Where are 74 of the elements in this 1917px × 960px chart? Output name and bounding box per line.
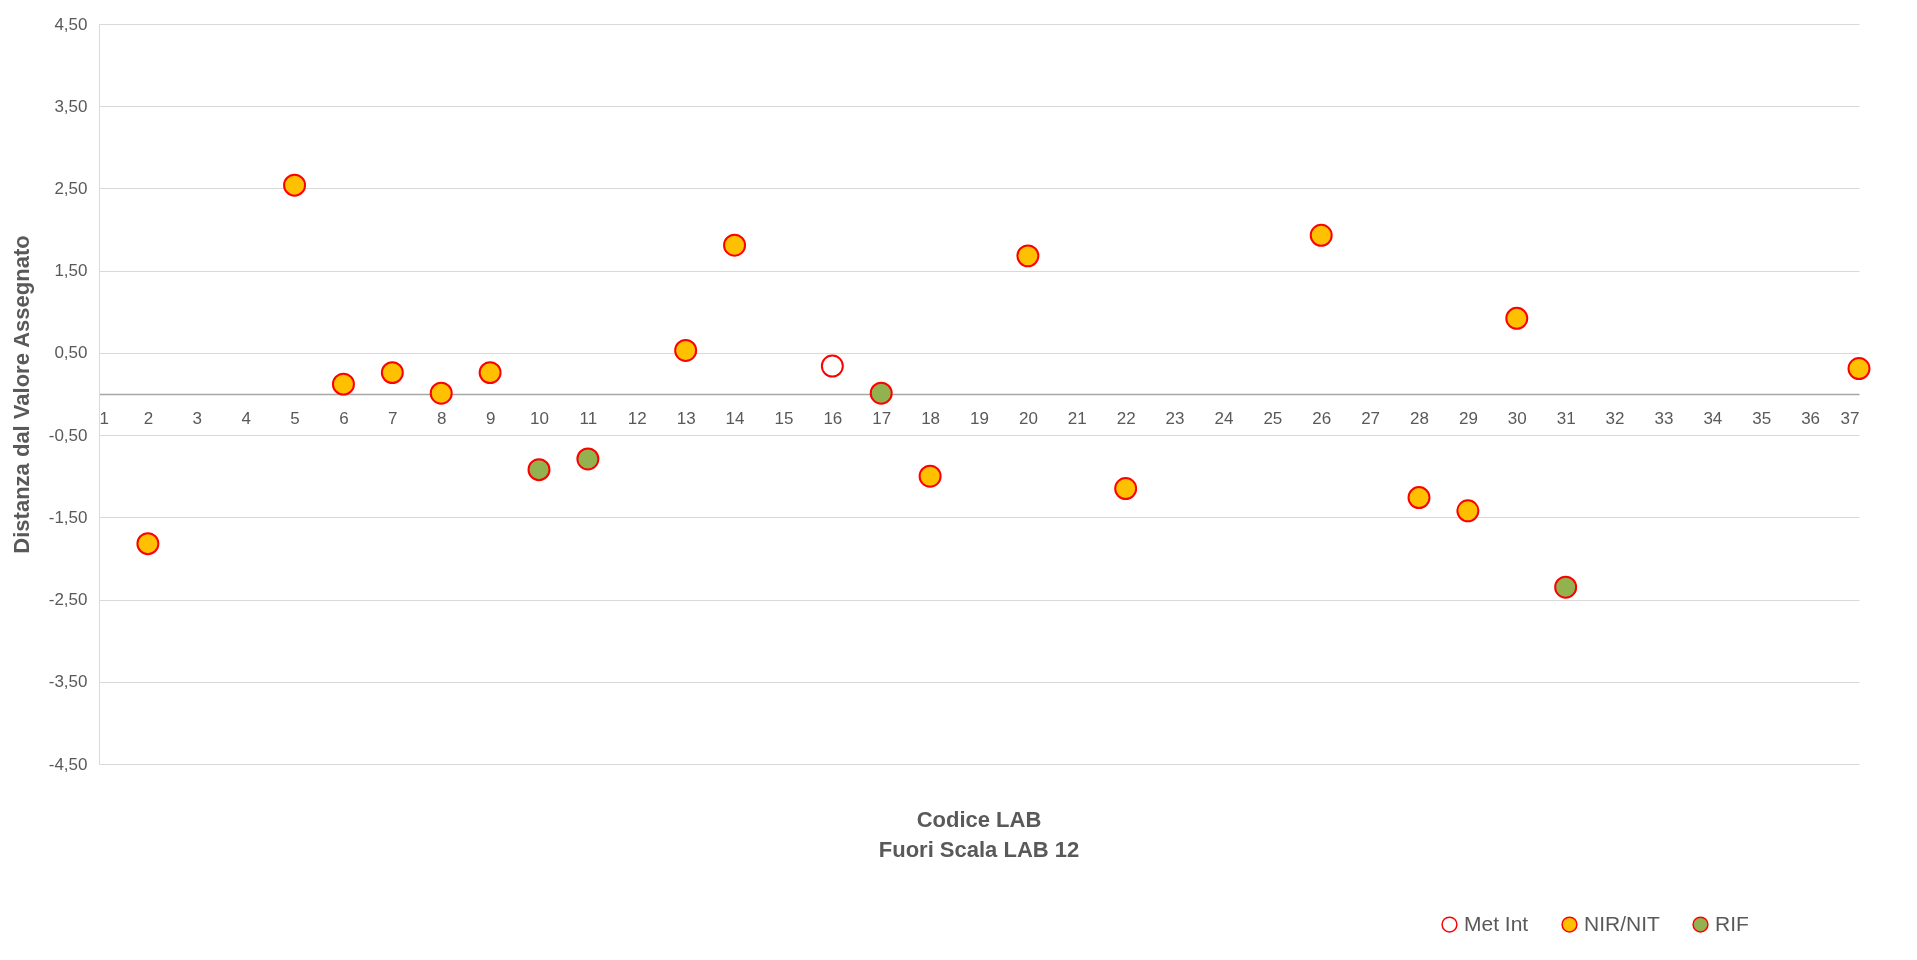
- x-tick-label: 28: [1410, 408, 1429, 428]
- legend-label: NIR/NIT: [1584, 911, 1660, 935]
- x-tick-label: 5: [290, 408, 300, 428]
- x-tick-label: 12: [627, 408, 647, 428]
- y-tick-label: -4,50: [48, 754, 88, 774]
- x-tick-label: 27: [1361, 408, 1381, 428]
- point: [1456, 499, 1480, 523]
- x-tick-label: 19: [970, 408, 989, 428]
- point: [429, 381, 453, 405]
- y-tick-label: 0,50: [54, 343, 88, 363]
- point: [331, 372, 355, 396]
- point: [820, 354, 844, 378]
- point: [1847, 357, 1871, 380]
- x-tick-label: 31: [1556, 408, 1576, 428]
- y-tick-label: 2,50: [54, 178, 88, 198]
- x-tick-label: 17: [872, 408, 892, 428]
- y-tick-label: -2,50: [48, 590, 88, 610]
- point: [1554, 575, 1578, 599]
- x-tick-label: 24: [1214, 408, 1234, 428]
- x-tick-label: 20: [1018, 408, 1038, 428]
- x-tick-label: 4: [241, 408, 251, 428]
- y-tick-label: -3,50: [48, 672, 88, 692]
- x-axis-title: Codice LAB: [916, 807, 1042, 832]
- point: [283, 173, 307, 197]
- x-tick-label: 13: [676, 408, 696, 428]
- x-tick-label: 7: [388, 408, 398, 428]
- x-tick-label: 1: [99, 408, 109, 428]
- x-tick-label: 32: [1605, 408, 1625, 428]
- text: Fuori Scala LAB 12: [878, 837, 1080, 862]
- x-tick-label: 34: [1703, 408, 1723, 428]
- y-tick-label: 3,50: [54, 96, 88, 116]
- x-tick-label: 6: [339, 408, 349, 428]
- x-tick-label: 14: [725, 408, 745, 428]
- x-tick-label: 30: [1507, 408, 1527, 428]
- x-tick-label: 26: [1312, 408, 1332, 428]
- y-tick-label: -0,50: [48, 425, 88, 445]
- y-axis-title: Distanza dal Valore Assegnato: [8, 235, 34, 554]
- x-tick-label: 10: [530, 408, 549, 428]
- point: [674, 338, 698, 362]
- point: [1114, 477, 1138, 501]
- x-tick-label: 18: [921, 408, 941, 428]
- x-tick-label: 25: [1263, 408, 1283, 428]
- x-tick-label: 11: [579, 408, 598, 428]
- x-tick-label: 21: [1067, 408, 1087, 428]
- x-tick-label: 2: [143, 408, 154, 428]
- point: [527, 458, 551, 482]
- point: [1505, 306, 1529, 330]
- y-tick-label: -1,50: [48, 507, 88, 527]
- x-tick-label: 3: [192, 408, 203, 428]
- x-tick-label: 35: [1752, 408, 1772, 428]
- x-tick-label: 23: [1165, 408, 1185, 428]
- point: [723, 233, 747, 257]
- x-tick-label: 16: [823, 408, 843, 428]
- legend-label: Met Int: [1464, 911, 1529, 935]
- x-tick-label: 36: [1801, 408, 1821, 428]
- y-tick-label: 4,50: [54, 14, 88, 34]
- y-tick-label: 1,50: [54, 261, 88, 281]
- point: [380, 361, 404, 385]
- point: [869, 381, 893, 405]
- x-tick-label: 9: [485, 408, 496, 428]
- point: [478, 361, 502, 385]
- x-tick-label: 29: [1458, 408, 1478, 428]
- point: [136, 532, 160, 556]
- legend-label: RIF: [1715, 911, 1749, 935]
- point: [918, 464, 942, 488]
- x-tick-label: 33: [1654, 408, 1674, 428]
- point: [1309, 223, 1333, 247]
- x-tick-label: 15: [774, 408, 794, 428]
- x-tick-label: 8: [436, 408, 447, 428]
- point: [576, 447, 600, 471]
- point: [1407, 486, 1431, 510]
- x-tick-label: 22: [1116, 408, 1136, 428]
- x-tick-label: 37: [1840, 408, 1860, 428]
- point: [1016, 244, 1040, 268]
